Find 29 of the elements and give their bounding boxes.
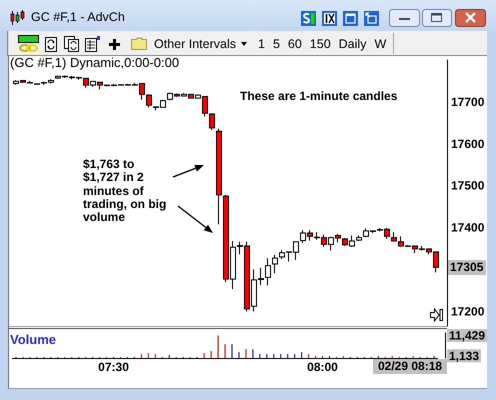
y-tick-label: 17500 <box>451 178 485 193</box>
y-tick-label: 17400 <box>451 220 485 235</box>
candlestick <box>265 258 271 286</box>
text: 02/29 08:18 <box>373 359 448 374</box>
y-tick-label: 17600 <box>451 136 485 151</box>
candlestick <box>391 232 397 242</box>
chart-title: GC #F,1 - AdvCh <box>31 10 125 24</box>
text: Daily <box>338 37 366 51</box>
text: W <box>374 37 386 51</box>
chart-title: Volume <box>10 332 56 347</box>
text: 60 <box>288 37 302 51</box>
text: 5 <box>272 37 280 51</box>
annotation: $1,763 to $1,727 in 2 minutes of trading, on big volume <box>83 157 168 224</box>
candlestick <box>216 128 222 225</box>
x-tick-label: 08:00 <box>307 360 338 374</box>
candlestick <box>209 112 215 130</box>
y-tick-label: 17700 <box>451 94 485 109</box>
y-tick-label: 11,429 <box>448 328 486 342</box>
x-tick-label: 07:30 <box>98 360 130 374</box>
text: 150 <box>310 37 331 51</box>
y-tick-label: 17200 <box>451 304 485 318</box>
candlestick <box>356 235 362 242</box>
annotation: 17305 <box>448 260 486 275</box>
y-tick-label: 1,133 <box>448 348 480 363</box>
candlestick <box>272 254 278 274</box>
text: Other Intervals <box>154 37 236 51</box>
chart-subtitle: (GC #F,1) Dynamic,0:00-0:00 <box>10 55 180 70</box>
text: 1 <box>258 37 265 51</box>
annotation: These are 1-minute candles <box>240 89 398 103</box>
